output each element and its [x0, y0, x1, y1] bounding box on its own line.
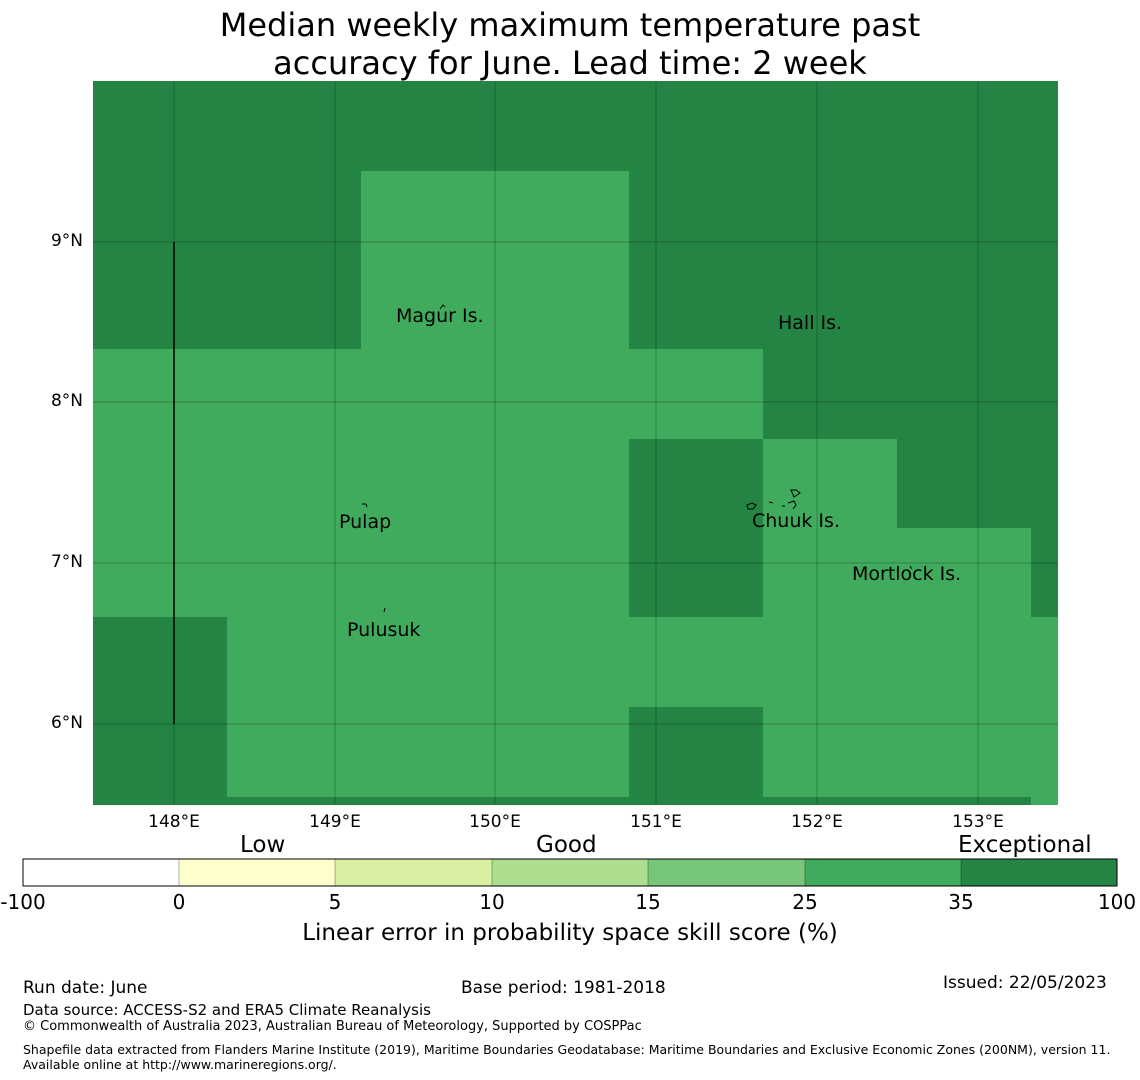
colorbar-segment [335, 859, 492, 886]
colorbar-tick: 10 [479, 890, 505, 914]
lon-label-153e: 153°E [952, 812, 1004, 832]
colorbar-category-exceptional: Exceptional [958, 832, 1092, 858]
run-date: Run date: June [23, 978, 148, 998]
lat-label-6n: 6°N [50, 713, 83, 733]
lat-label-8n: 8°N [50, 391, 83, 411]
lon-label-151e: 151°E [630, 812, 682, 832]
island-magur [439, 304, 446, 310]
island-pulap [362, 503, 368, 508]
colorbar-segment [961, 859, 1117, 886]
place-label-pulap: Pulap [339, 511, 392, 533]
copyright: © Commonwealth of Australia 2023, Austra… [23, 1019, 642, 1034]
title-line-2: accuracy for June. Lead time: 2 week [273, 44, 867, 82]
good-cell [361, 171, 629, 349]
colorbar-segment [805, 859, 961, 886]
colorbar-tick: -100 [0, 890, 46, 914]
good-cell [93, 439, 629, 617]
island-chuuk [746, 489, 801, 510]
lon-label-150e: 150°E [469, 812, 521, 832]
colorbar-dividers [178, 859, 962, 886]
colorbar-tick: 0 [172, 890, 186, 914]
colorbar-tick: 25 [792, 890, 818, 914]
good-cell [763, 439, 897, 528]
colorbar-segment [179, 859, 335, 886]
colorbar-frame [22, 858, 1118, 887]
good-cell [763, 528, 1031, 617]
good-cell [1031, 797, 1058, 805]
lon-label-148e: 148°E [148, 812, 200, 832]
colorbar-tick: 100 [1097, 890, 1137, 914]
lat-label-9n: 9°N [50, 231, 83, 251]
map-panel: 9°N 8°N 7°N 6°N 148°E 149°E 150°E 151°E … [22, 81, 1118, 887]
colorbar-segment [23, 859, 179, 886]
issued-date: Issued: 22/05/2023 [943, 973, 1107, 993]
title-line-1: Median weekly maximum temperature past [219, 6, 921, 44]
place-label-magur: Magur Is. [396, 305, 484, 327]
island-pulusuk [383, 607, 386, 613]
good-cell [93, 349, 763, 439]
shapefile-credit: Shapefile data extracted from Flanders M… [23, 1042, 1111, 1072]
good-cell [227, 707, 629, 797]
place-label-chuuk: Chuuk Is. [752, 510, 840, 532]
colorbar-category-low: Low [240, 832, 286, 858]
lat-label-7n: 7°N [50, 552, 83, 572]
colorbar-tick: 35 [948, 890, 974, 914]
place-label-mortlock: Mortlock Is. [852, 563, 962, 585]
lon-label-149e: 149°E [309, 812, 361, 832]
lon-label-152e: 152°E [791, 812, 843, 832]
colorbar-tick: 5 [328, 890, 342, 914]
good-cell [763, 707, 1058, 797]
good-cell [227, 617, 1058, 707]
base-period: Base period: 1981-2018 [461, 978, 666, 998]
chart-title: Median weekly maximum temperature past a… [0, 6, 1140, 82]
island-mortlock [909, 565, 913, 570]
place-label-hall: Hall Is. [778, 312, 843, 334]
colorbar [22, 858, 1118, 887]
colorbar-tick: 15 [635, 890, 661, 914]
colorbar-title: Linear error in probability space skill … [302, 920, 838, 946]
colorbar-category-good: Good [536, 832, 597, 858]
islands [362, 304, 913, 613]
good-region [93, 171, 1058, 805]
gridlines [93, 81, 1058, 805]
place-label-pulusuk: Pulusuk [347, 619, 421, 641]
skill-map [22, 81, 1118, 887]
data-source: Data source: ACCESS-S2 and ERA5 Climate … [23, 1001, 431, 1019]
colorbar-segment [648, 859, 805, 886]
colorbar-segment [492, 859, 648, 886]
